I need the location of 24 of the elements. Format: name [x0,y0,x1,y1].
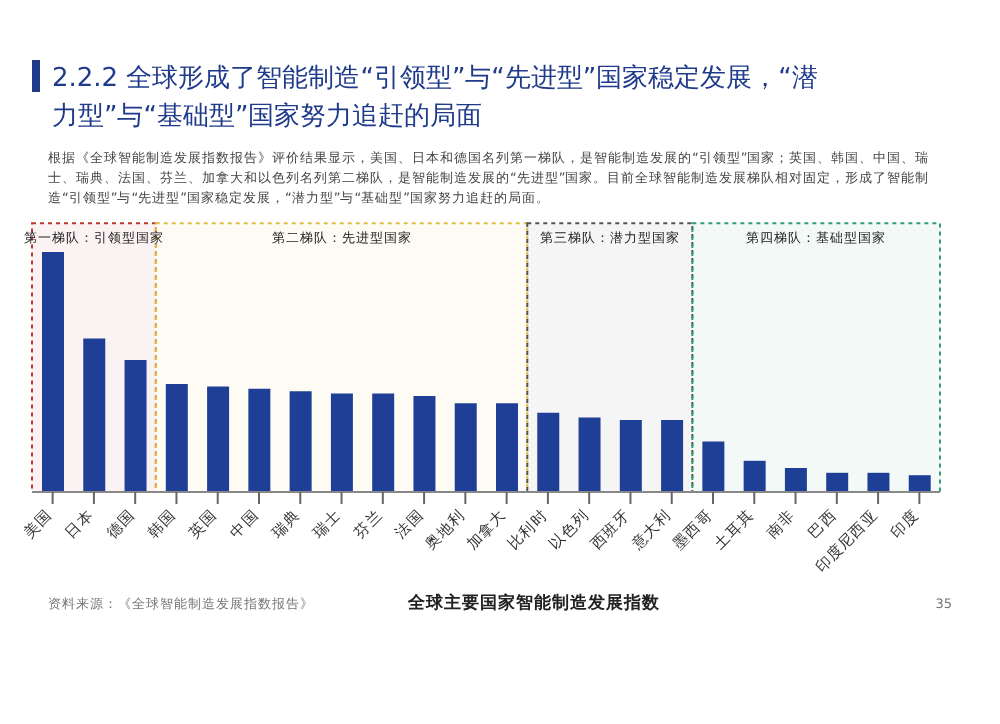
bar [661,420,684,492]
bar [908,475,931,492]
bar [619,420,642,492]
bar [413,396,436,492]
bar [702,441,725,492]
bar [289,391,312,492]
bar [784,468,807,492]
bar [496,403,518,492]
bar [207,386,230,492]
bar [867,472,890,492]
bar [330,393,353,492]
bar [248,388,271,492]
bar [578,417,601,492]
bar [454,403,477,492]
bar [42,252,64,492]
bar [165,384,188,492]
bar [743,460,766,492]
text: 全球主要国家智能制造发展指数 [408,592,662,616]
bar [83,338,106,492]
bar [537,412,560,492]
bar [372,393,395,492]
bar [124,360,147,492]
bar [826,472,849,492]
chart-title: 2.2.2 全球形成了智能制造“引领型”与“先进型”国家稳定发展，“潜力型”与“基础型”国家努力追赶的局面 [52,62,820,136]
